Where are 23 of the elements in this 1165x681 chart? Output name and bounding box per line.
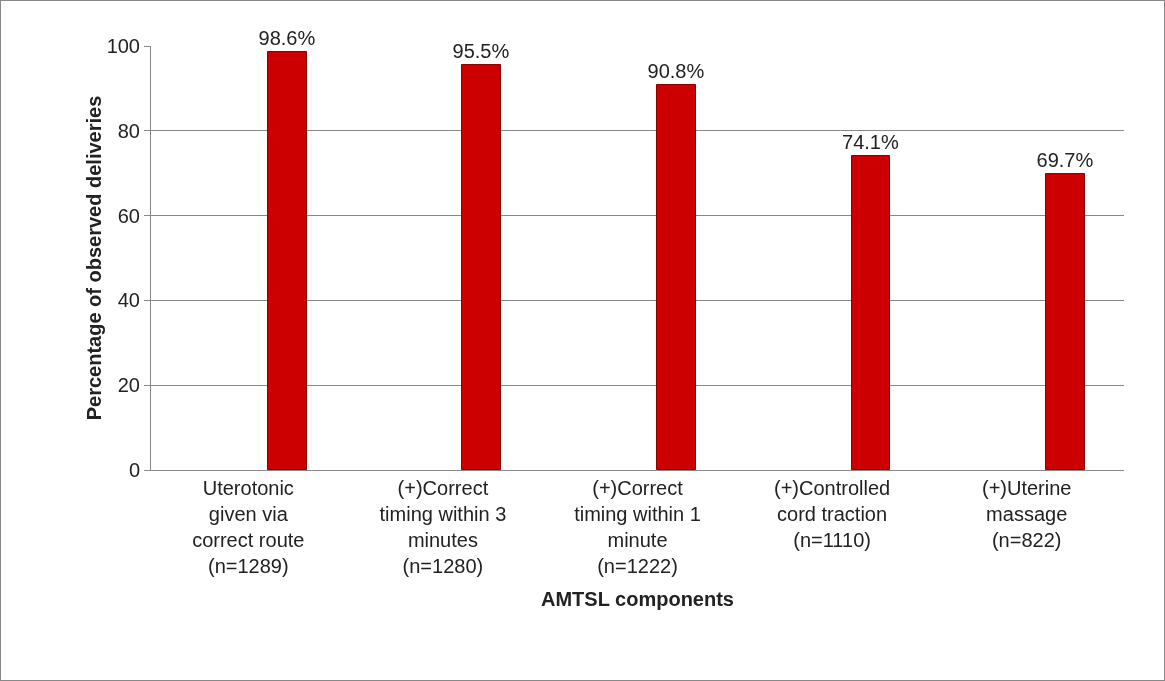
x-tick-label: Uterotonic given via correct route (n=1289): [192, 477, 305, 577]
y-tick-label: 80: [117, 119, 140, 142]
x-tick-label: (+)Controlled cord traction (n=1110): [774, 477, 891, 551]
y-tick-label: 100: [106, 35, 140, 57]
y-axis-title: Percentage of observed deliveries: [83, 95, 105, 421]
data-label: 98.6%: [258, 26, 316, 49]
bar: [656, 84, 696, 470]
data-label: 69.7%: [1036, 148, 1094, 171]
x-tick-label: (+)Correct timing within 1 minute (n=1222): [574, 477, 701, 577]
bar: [851, 155, 890, 470]
x-tick-label: (+)Correct timing within 3 minutes (n=1280): [379, 477, 507, 577]
bar: [267, 51, 307, 470]
data-label: 90.8%: [647, 59, 705, 82]
y-tick-label: 40: [117, 289, 140, 312]
x-tick-label: (+)Uterine massage (n=822): [981, 477, 1072, 551]
data-label: 74.1%: [842, 130, 899, 153]
y-tick-label: 0: [128, 459, 140, 481]
y-tick-label: 20: [117, 374, 140, 397]
x-axis-title: AMTSL components: [541, 587, 734, 610]
y-tick-label: 60: [117, 204, 140, 227]
bar: [1045, 173, 1085, 470]
data-label: 95.5%: [452, 39, 510, 62]
bar: [461, 64, 501, 470]
